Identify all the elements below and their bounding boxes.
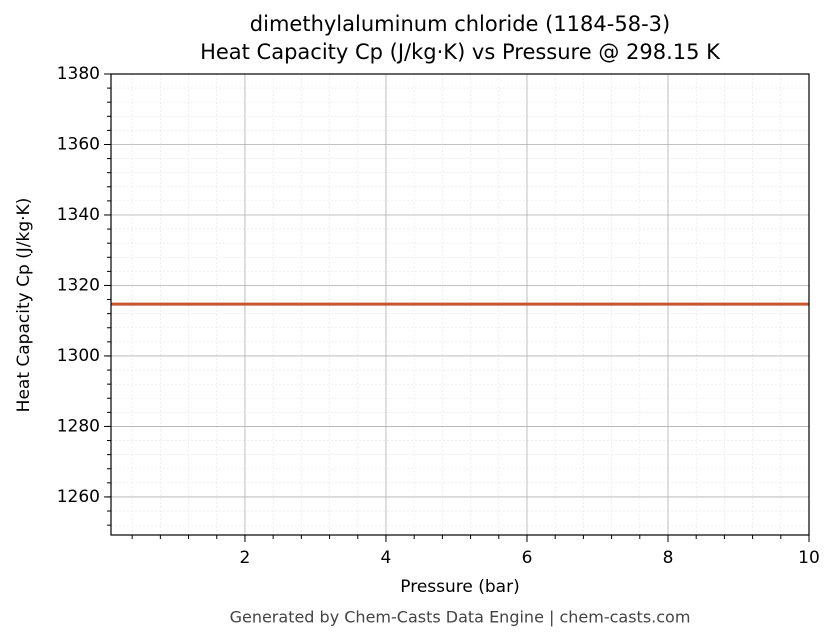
x-axis-label: Pressure (bar) — [400, 577, 519, 597]
y-tick-label: 1300 — [57, 346, 100, 366]
x-tick-label: 4 — [381, 548, 392, 568]
plot-frame — [110, 73, 810, 536]
y-tick-label: 1340 — [57, 205, 100, 225]
y-tick-label: 1360 — [57, 134, 100, 154]
y-axis-label: Heat Capacity Cp (J/kg·K) — [14, 198, 34, 413]
x-tick-label: 10 — [798, 548, 820, 568]
chart-title: dimethylaluminum chloride (1184-58-3) — [250, 12, 670, 36]
x-tick-label: 6 — [522, 548, 533, 568]
x-tick-label: 2 — [240, 548, 251, 568]
chart-subtitle: Heat Capacity Cp (J/kg·K) vs Pressure @ … — [200, 40, 721, 64]
footer: Generated by Chem-Casts Data Engine | ch… — [230, 608, 691, 627]
y-tick-label: 1260 — [57, 487, 100, 507]
y-tick-label: 1280 — [57, 416, 100, 436]
x-tick-label: 8 — [663, 548, 674, 568]
y-tick-label: 1380 — [57, 64, 100, 84]
y-tick-label: 1320 — [57, 275, 100, 295]
